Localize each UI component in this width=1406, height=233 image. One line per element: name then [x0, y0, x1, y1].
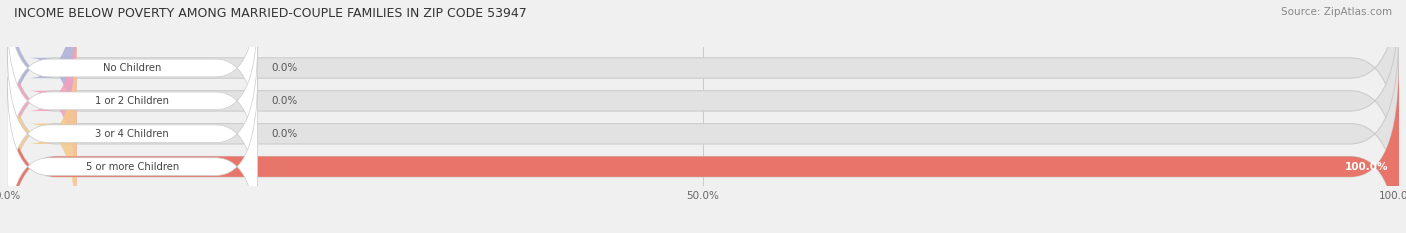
Text: 0.0%: 0.0%	[271, 129, 298, 139]
FancyBboxPatch shape	[7, 11, 257, 191]
Text: 1 or 2 Children: 1 or 2 Children	[96, 96, 169, 106]
FancyBboxPatch shape	[7, 0, 77, 173]
Text: 0.0%: 0.0%	[271, 96, 298, 106]
Text: INCOME BELOW POVERTY AMONG MARRIED-COUPLE FAMILIES IN ZIP CODE 53947: INCOME BELOW POVERTY AMONG MARRIED-COUPL…	[14, 7, 527, 20]
FancyBboxPatch shape	[7, 0, 1399, 173]
Text: No Children: No Children	[103, 63, 162, 73]
FancyBboxPatch shape	[7, 29, 1399, 233]
FancyBboxPatch shape	[7, 62, 1399, 233]
FancyBboxPatch shape	[7, 62, 1399, 233]
Text: 100.0%: 100.0%	[1344, 162, 1388, 172]
Text: 0.0%: 0.0%	[271, 63, 298, 73]
Text: Source: ZipAtlas.com: Source: ZipAtlas.com	[1281, 7, 1392, 17]
FancyBboxPatch shape	[7, 77, 257, 233]
Text: 5 or more Children: 5 or more Children	[86, 162, 179, 172]
FancyBboxPatch shape	[7, 44, 257, 224]
FancyBboxPatch shape	[7, 29, 77, 233]
Text: 3 or 4 Children: 3 or 4 Children	[96, 129, 169, 139]
FancyBboxPatch shape	[7, 0, 77, 206]
FancyBboxPatch shape	[7, 0, 257, 158]
FancyBboxPatch shape	[7, 0, 1399, 206]
